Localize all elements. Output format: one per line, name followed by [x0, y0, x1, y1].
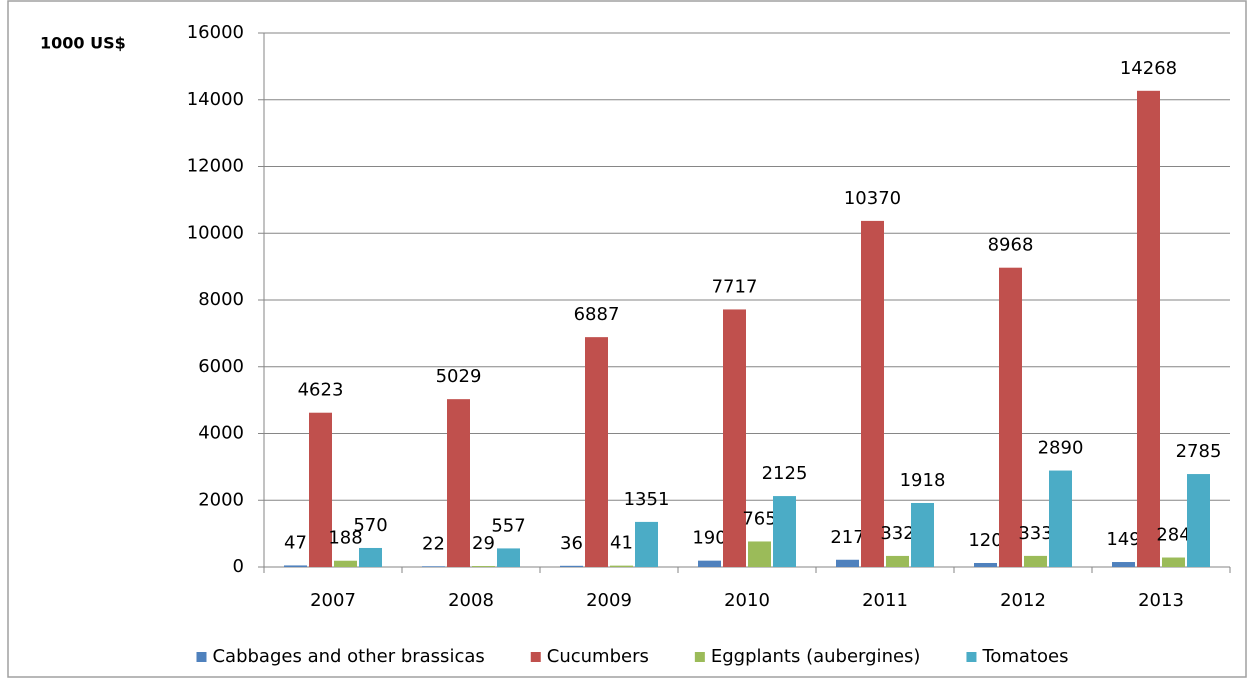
- bar: [1024, 555, 1047, 567]
- bar: [748, 541, 771, 567]
- data-label: 2125: [762, 463, 808, 484]
- y-tick-label: 16000: [187, 22, 244, 43]
- data-label: 557: [491, 515, 525, 536]
- bar: [497, 548, 520, 567]
- bar: [447, 399, 470, 567]
- bar: [1049, 470, 1072, 567]
- legend-swatch: [196, 652, 207, 662]
- bar: [585, 337, 608, 567]
- data-label: 36: [560, 533, 583, 554]
- y-tick-label: 6000: [198, 356, 244, 377]
- data-label: 1351: [624, 489, 670, 510]
- data-label: 41: [610, 533, 633, 554]
- legend-swatch: [966, 652, 977, 662]
- data-label: 217: [830, 527, 864, 548]
- y-tick-label: 14000: [187, 89, 244, 110]
- data-label: 190: [692, 528, 726, 549]
- data-label: 7717: [712, 276, 758, 297]
- legend-label: Cucumbers: [547, 646, 649, 667]
- y-tick-label: 8000: [198, 289, 244, 310]
- bar: [1187, 474, 1210, 567]
- bar: [773, 496, 796, 567]
- data-label: 5029: [436, 366, 482, 387]
- data-label: 765: [742, 508, 776, 529]
- bar: [911, 502, 934, 567]
- data-label: 284: [1156, 525, 1190, 546]
- data-label: 2890: [1038, 438, 1084, 459]
- y-axis-label: 1000 US$: [40, 34, 126, 53]
- data-label: 4623: [298, 380, 344, 401]
- bar: [836, 559, 859, 567]
- data-label: 570: [353, 515, 387, 536]
- y-tick-label: 0: [233, 556, 244, 577]
- data-label: 22: [422, 533, 445, 554]
- legend-swatch: [694, 652, 705, 662]
- legend-label: Eggplants (aubergines): [711, 646, 921, 667]
- data-label: 333: [1018, 523, 1052, 544]
- data-label: 1918: [900, 470, 946, 491]
- bar: [560, 565, 583, 567]
- data-label: 188: [328, 528, 362, 549]
- x-tick-label: 2013: [1138, 590, 1184, 611]
- data-label: 6887: [574, 304, 620, 325]
- y-tick-label: 10000: [187, 222, 244, 243]
- bar: [1112, 562, 1135, 567]
- bar: [610, 565, 633, 567]
- bar: [723, 309, 746, 567]
- bar: [472, 566, 495, 567]
- data-label: 120: [968, 530, 1002, 551]
- bar: [1162, 557, 1185, 567]
- x-tick-label: 2010: [724, 590, 770, 611]
- y-tick-label: 2000: [198, 489, 244, 510]
- bar: [974, 562, 997, 567]
- x-tick-label: 2011: [862, 590, 908, 611]
- x-tick-label: 2009: [586, 590, 632, 611]
- bar: [698, 560, 721, 567]
- legend-item: Eggplants (aubergines): [694, 646, 921, 667]
- data-label: 332: [880, 523, 914, 544]
- data-label: 10370: [844, 188, 901, 209]
- bar: [1137, 90, 1160, 568]
- legend-label: Cabbages and other brassicas: [212, 646, 484, 667]
- x-tick-label: 2007: [310, 590, 356, 611]
- data-label: 8968: [988, 235, 1034, 256]
- data-label: 14268: [1120, 58, 1177, 79]
- bar: [334, 560, 357, 567]
- bar: [309, 412, 332, 567]
- y-tick-label: 12000: [187, 156, 244, 177]
- legend-label: Tomatoes: [981, 646, 1068, 667]
- bar: [886, 555, 909, 567]
- data-label: 2785: [1176, 441, 1222, 462]
- x-tick-label: 2008: [448, 590, 494, 611]
- x-tick-label: 2012: [1000, 590, 1046, 611]
- data-label: 149: [1106, 529, 1140, 550]
- legend-item: Cucumbers: [530, 646, 649, 667]
- y-tick-label: 4000: [198, 423, 244, 444]
- bar: [861, 220, 884, 567]
- legend-item: Cabbages and other brassicas: [196, 646, 485, 667]
- bar: [635, 521, 658, 567]
- bar: [422, 566, 445, 567]
- data-label: 29: [472, 533, 495, 554]
- bar: [359, 547, 382, 567]
- data-label: 47: [284, 532, 307, 553]
- legend-item: Tomatoes: [966, 646, 1069, 667]
- legend-swatch: [530, 652, 541, 662]
- bar: [999, 267, 1022, 567]
- bar: [284, 565, 307, 567]
